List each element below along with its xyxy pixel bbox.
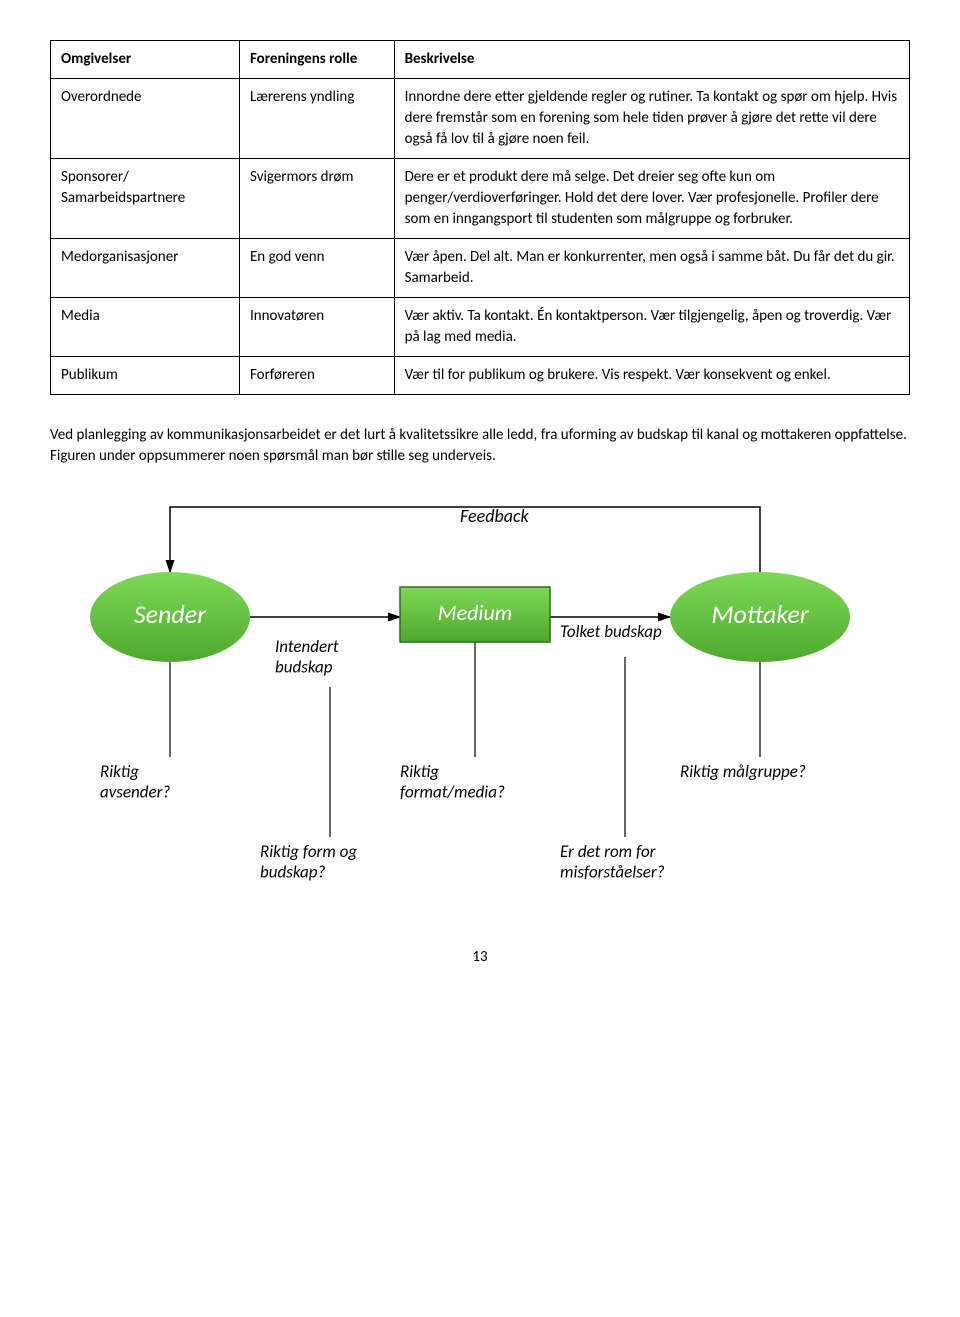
cell-rolle: Svigermors drøm xyxy=(239,159,394,239)
svg-text:Riktig målgruppe?: Riktig målgruppe? xyxy=(680,761,806,782)
svg-text:Mottaker: Mottaker xyxy=(711,598,809,630)
header-rolle: Foreningens rolle xyxy=(239,41,394,79)
cell-omgivelser: Media xyxy=(51,298,240,357)
header-beskrivelse: Beskrivelse xyxy=(394,41,909,79)
communication-diagram: Sender Medium Mottaker Feedback Intendertbud… xyxy=(50,487,910,907)
table-row: Media Innovatøren Vær aktiv. Ta kontakt.… xyxy=(51,298,910,357)
svg-text:Riktigavsender?: Riktigavsender? xyxy=(100,761,170,802)
table-row: Medorganisasjoner En god venn Vær åpen. … xyxy=(51,239,910,298)
cell-omgivelser: Publikum xyxy=(51,357,240,395)
cell-beskrivelse: Dere er et produkt dere må selge. Det dr… xyxy=(394,159,909,239)
svg-text:Medium: Medium xyxy=(438,599,512,626)
flowchart-svg: Sender Medium Mottaker Feedback Intendertbud… xyxy=(60,487,880,907)
cell-beskrivelse: Vær åpen. Del alt. Man er konkurrenter, … xyxy=(394,239,909,298)
svg-text:Feedback: Feedback xyxy=(460,505,529,527)
roles-table: Omgivelser Foreningens rolle Beskrivelse… xyxy=(50,40,910,395)
cell-omgivelser: Sponsorer/ Samarbeidspartnere xyxy=(51,159,240,239)
svg-text:Intendertbudskap: Intendertbudskap xyxy=(275,636,339,677)
cell-beskrivelse: Vær aktiv. Ta kontakt. Én kontaktperson.… xyxy=(394,298,909,357)
cell-rolle: En god venn xyxy=(239,239,394,298)
table-row: Publikum Forføreren Vær til for publikum… xyxy=(51,357,910,395)
svg-text:Er det rom formisforståelser?: Er det rom formisforståelser? xyxy=(560,841,665,882)
body-paragraph: Ved planlegging av kommunikasjonsarbeide… xyxy=(50,425,910,467)
cell-omgivelser: Medorganisasjoner xyxy=(51,239,240,298)
cell-rolle: Innovatøren xyxy=(239,298,394,357)
table-header-row: Omgivelser Foreningens rolle Beskrivelse xyxy=(51,41,910,79)
svg-text:Riktig form ogbudskap?: Riktig form ogbudskap? xyxy=(260,841,357,882)
cell-rolle: Lærerens yndling xyxy=(239,79,394,159)
svg-text:Riktigformat/media?: Riktigformat/media? xyxy=(400,761,505,802)
table-row: Sponsorer/ Samarbeidspartnere Svigermors… xyxy=(51,159,910,239)
cell-rolle: Forføreren xyxy=(239,357,394,395)
cell-beskrivelse: Innordne dere etter gjeldende regler og … xyxy=(394,79,909,159)
svg-text:Tolket budskap: Tolket budskap xyxy=(560,621,662,642)
table-row: Overordnede Lærerens yndling Innordne de… xyxy=(51,79,910,159)
cell-beskrivelse: Vær til for publikum og brukere. Vis res… xyxy=(394,357,909,395)
header-omgivelser: Omgivelser xyxy=(51,41,240,79)
svg-text:Sender: Sender xyxy=(134,598,207,630)
cell-omgivelser: Overordnede xyxy=(51,79,240,159)
page-number: 13 xyxy=(50,947,910,968)
